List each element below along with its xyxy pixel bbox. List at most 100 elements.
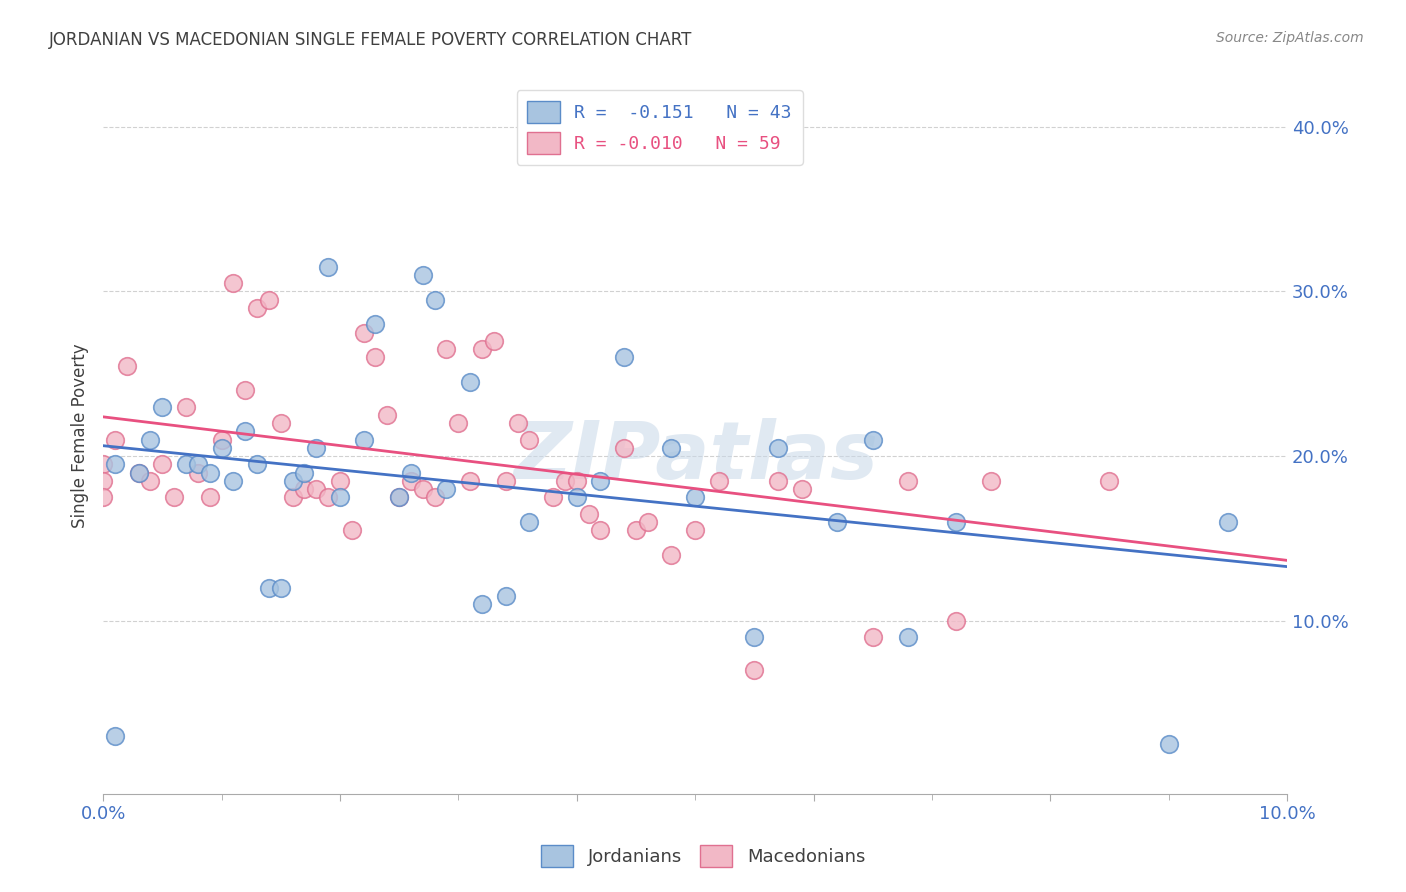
Point bbox=[945, 515, 967, 529]
Point bbox=[742, 663, 765, 677]
Point bbox=[565, 474, 588, 488]
Point bbox=[862, 433, 884, 447]
Point bbox=[554, 474, 576, 488]
Point bbox=[742, 630, 765, 644]
Point bbox=[246, 458, 269, 472]
Point bbox=[541, 491, 564, 505]
Point bbox=[412, 482, 434, 496]
Point bbox=[517, 515, 540, 529]
Point bbox=[589, 523, 612, 537]
Point bbox=[423, 293, 446, 307]
Point bbox=[353, 326, 375, 340]
Point bbox=[458, 474, 481, 488]
Point bbox=[329, 491, 352, 505]
Point bbox=[316, 260, 339, 274]
Point bbox=[578, 507, 600, 521]
Point bbox=[294, 482, 316, 496]
Point bbox=[353, 433, 375, 447]
Point bbox=[91, 491, 114, 505]
Point bbox=[233, 425, 256, 439]
Point bbox=[174, 458, 197, 472]
Point bbox=[495, 589, 517, 603]
Point bbox=[305, 441, 328, 455]
Point bbox=[707, 474, 730, 488]
Point bbox=[270, 581, 292, 595]
Point bbox=[683, 491, 706, 505]
Point bbox=[91, 458, 114, 472]
Point bbox=[661, 548, 683, 562]
Point bbox=[316, 491, 339, 505]
Point bbox=[423, 491, 446, 505]
Point bbox=[104, 458, 127, 472]
Point bbox=[222, 474, 245, 488]
Point bbox=[825, 515, 848, 529]
Point bbox=[163, 491, 186, 505]
Y-axis label: Single Female Poverty: Single Female Poverty bbox=[72, 343, 89, 528]
Point bbox=[613, 441, 636, 455]
Point bbox=[115, 359, 138, 373]
Point bbox=[495, 474, 517, 488]
Point bbox=[211, 441, 233, 455]
Legend: Jordanians, Macedonians: Jordanians, Macedonians bbox=[533, 838, 873, 874]
Point bbox=[897, 630, 920, 644]
Point bbox=[364, 318, 387, 332]
Point bbox=[613, 351, 636, 365]
Point bbox=[683, 523, 706, 537]
Point bbox=[897, 474, 920, 488]
Point bbox=[257, 581, 280, 595]
Point bbox=[198, 466, 221, 480]
Point bbox=[257, 293, 280, 307]
Point bbox=[447, 416, 470, 430]
Point bbox=[388, 491, 411, 505]
Point bbox=[281, 474, 304, 488]
Point bbox=[91, 474, 114, 488]
Legend: R =  -0.151   N = 43, R = -0.010   N = 59: R = -0.151 N = 43, R = -0.010 N = 59 bbox=[516, 90, 803, 165]
Point bbox=[471, 597, 494, 611]
Point bbox=[388, 491, 411, 505]
Point bbox=[364, 351, 387, 365]
Point bbox=[128, 466, 150, 480]
Point bbox=[281, 491, 304, 505]
Point bbox=[589, 474, 612, 488]
Point bbox=[139, 433, 162, 447]
Point bbox=[222, 277, 245, 291]
Point bbox=[270, 416, 292, 430]
Point bbox=[187, 458, 209, 472]
Point bbox=[104, 433, 127, 447]
Point bbox=[661, 441, 683, 455]
Point bbox=[150, 400, 173, 414]
Point bbox=[412, 268, 434, 282]
Point bbox=[294, 466, 316, 480]
Point bbox=[980, 474, 1002, 488]
Point bbox=[945, 614, 967, 628]
Point bbox=[329, 474, 352, 488]
Point bbox=[482, 334, 505, 348]
Point bbox=[565, 491, 588, 505]
Point bbox=[624, 523, 647, 537]
Point bbox=[506, 416, 529, 430]
Text: ZIPatlas: ZIPatlas bbox=[513, 418, 877, 496]
Point bbox=[139, 474, 162, 488]
Point bbox=[471, 342, 494, 356]
Point bbox=[766, 474, 789, 488]
Point bbox=[1216, 515, 1239, 529]
Point bbox=[862, 630, 884, 644]
Point bbox=[790, 482, 813, 496]
Point bbox=[375, 408, 398, 422]
Text: Source: ZipAtlas.com: Source: ZipAtlas.com bbox=[1216, 31, 1364, 45]
Point bbox=[104, 729, 127, 743]
Point bbox=[458, 375, 481, 389]
Point bbox=[637, 515, 659, 529]
Point bbox=[198, 491, 221, 505]
Point bbox=[1157, 737, 1180, 751]
Point bbox=[305, 482, 328, 496]
Point bbox=[211, 433, 233, 447]
Point bbox=[399, 466, 422, 480]
Point bbox=[1098, 474, 1121, 488]
Point bbox=[436, 482, 458, 496]
Point bbox=[128, 466, 150, 480]
Point bbox=[187, 466, 209, 480]
Point bbox=[150, 458, 173, 472]
Point bbox=[766, 441, 789, 455]
Point bbox=[174, 400, 197, 414]
